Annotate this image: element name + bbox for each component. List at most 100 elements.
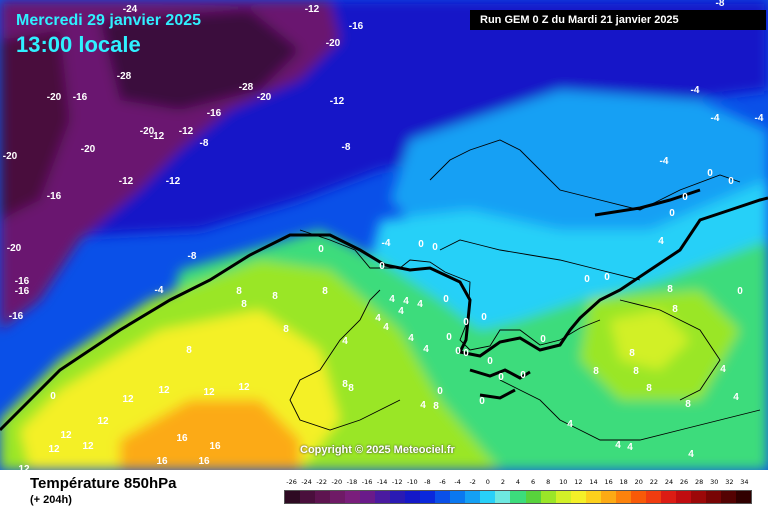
isotherm-label: 0 <box>669 208 675 219</box>
scale-swatch <box>345 491 361 503</box>
isotherm-label: -20 <box>257 92 272 103</box>
scale-tick-label: -8 <box>424 478 431 486</box>
scale-swatch <box>570 491 586 503</box>
isotherm-label: 0 <box>584 274 590 285</box>
copyright-notice: Copyright © 2025 Meteociel.fr <box>300 444 455 456</box>
isotherm-label: 0 <box>443 294 449 305</box>
isotherm-label: -16 <box>15 286 30 297</box>
isotherm-label: 4 <box>423 344 429 355</box>
scale-swatch <box>555 491 571 503</box>
isotherm-label: -12 <box>119 176 134 187</box>
scale-tick-label: -16 <box>361 478 373 486</box>
scale-swatch <box>315 491 331 503</box>
isotherm-label: 4 <box>733 392 739 403</box>
isotherm-label: 4 <box>658 236 664 247</box>
isotherm-label: 12 <box>18 464 30 470</box>
isotherm-label: -12 <box>330 96 345 107</box>
scale-swatch <box>330 491 346 503</box>
isotherm-label: -4 <box>382 238 391 249</box>
scale-swatch <box>495 491 511 503</box>
isotherm-label: 0 <box>418 239 424 250</box>
scale-swatch <box>585 491 601 503</box>
isotherm-label: -12 <box>305 4 320 15</box>
isotherm-label: 0 <box>463 317 469 328</box>
scale-tick-label: 34 <box>740 478 749 486</box>
scale-tick-label: 26 <box>679 478 689 486</box>
scale-tick-label: 22 <box>649 478 658 486</box>
isotherm-label: 8 <box>342 379 348 390</box>
isotherm-label: -12 <box>150 131 165 142</box>
color-scale-labels: -26 -24 -22 -20 -18 -16 -14 -12 -10 -8 -6 -4 -2 0 2 4 6 8… <box>284 478 752 490</box>
isotherm-label: -16 <box>73 92 88 103</box>
scale-swatch <box>690 491 706 503</box>
zero-isotherm <box>0 188 768 432</box>
isotherm-label: 0 <box>728 176 734 187</box>
isotherm-label: 4 <box>420 400 426 411</box>
isotherm-label: -16 <box>207 108 222 119</box>
isotherm-label: -16 <box>9 311 24 322</box>
scale-swatch <box>420 491 436 503</box>
isotherm-label: -20 <box>140 126 155 137</box>
isotherm-label: 16 <box>176 433 188 444</box>
scale-swatch <box>675 491 691 503</box>
legend-panel: Température 850hPa (+ 204h) -26 -24 -22 -20… <box>0 470 768 512</box>
scale-tick-label: -26 <box>286 478 297 486</box>
isotherm-label: 0 <box>318 244 324 255</box>
isotherm-label: 12 <box>97 416 109 427</box>
scale-swatch <box>525 491 541 503</box>
parameter-title: Température 850hPa <box>30 475 177 492</box>
isotherm-label: 4 <box>567 419 573 430</box>
isotherm-label: 8 <box>272 291 278 302</box>
isotherm-label: -20 <box>47 92 62 103</box>
scale-tick-label: -6 <box>439 478 446 486</box>
isotherm-label: -4 <box>711 113 720 124</box>
scale-tick-label: 6 <box>531 478 536 486</box>
isotherm-label: 12 <box>48 444 60 455</box>
isotherm-label: 4 <box>403 296 409 307</box>
isotherm-label: 0 <box>487 356 493 367</box>
scale-swatch <box>735 491 751 503</box>
scale-tick-label: 10 <box>559 478 568 486</box>
isotherm-label: -12 <box>166 176 181 187</box>
isotherm-label: -20 <box>81 144 96 155</box>
scale-swatch <box>480 491 496 503</box>
scale-swatch <box>405 491 421 503</box>
isotherm-label: -16 <box>15 276 30 287</box>
isotherm-label: -4 <box>755 113 764 124</box>
isotherm-label: 4 <box>417 299 423 310</box>
isotherm-label: 0 <box>437 386 443 397</box>
scale-tick-label: 32 <box>725 478 734 486</box>
isotherm-label: -8 <box>200 138 209 149</box>
isotherm-label: 4 <box>383 322 389 333</box>
scale-swatch <box>615 491 631 503</box>
scale-tick-label: 14 <box>589 478 598 486</box>
isotherm-labels: -24 -12-16-20-28-28-20-20 -16 -12-16-20-12-… <box>3 0 764 470</box>
isotherm-label: 8 <box>633 366 639 377</box>
isotherm-label: 12 <box>158 385 170 396</box>
coastlines <box>289 139 761 441</box>
isotherm-label: -28 <box>117 71 132 82</box>
isotherm-label: -20 <box>326 38 341 49</box>
scale-swatch <box>375 491 391 503</box>
isotherm-label: -16 <box>47 191 62 202</box>
isotherm-label: -8 <box>188 251 197 262</box>
zone-cold-core <box>100 10 300 110</box>
isotherm-label: 12 <box>82 441 94 452</box>
scale-tick-label: -24 <box>301 478 312 486</box>
isotherm-label: 12 <box>60 430 72 441</box>
forecast-date: Mercredi 29 janvier 2025 <box>16 12 202 29</box>
isotherm-label: 0 <box>498 372 504 383</box>
isotherm-label: 0 <box>50 391 56 402</box>
scale-swatch <box>645 491 661 503</box>
isotherm-label: 0 <box>455 346 461 357</box>
scale-swatch <box>285 491 301 503</box>
model-run-info: Run GEM 0 Z du Mardi 21 janvier 2025 <box>470 10 766 30</box>
isotherm-label: -8 <box>716 0 725 9</box>
isotherm-label: 4 <box>389 294 395 305</box>
isotherm-label: 0 <box>682 192 688 203</box>
isotherm-label: -24 <box>123 4 138 15</box>
scale-swatch <box>465 491 481 503</box>
isotherm-label: 8 <box>433 401 439 412</box>
isotherm-label: 4 <box>342 336 348 347</box>
isotherm-label: 8 <box>646 383 652 394</box>
